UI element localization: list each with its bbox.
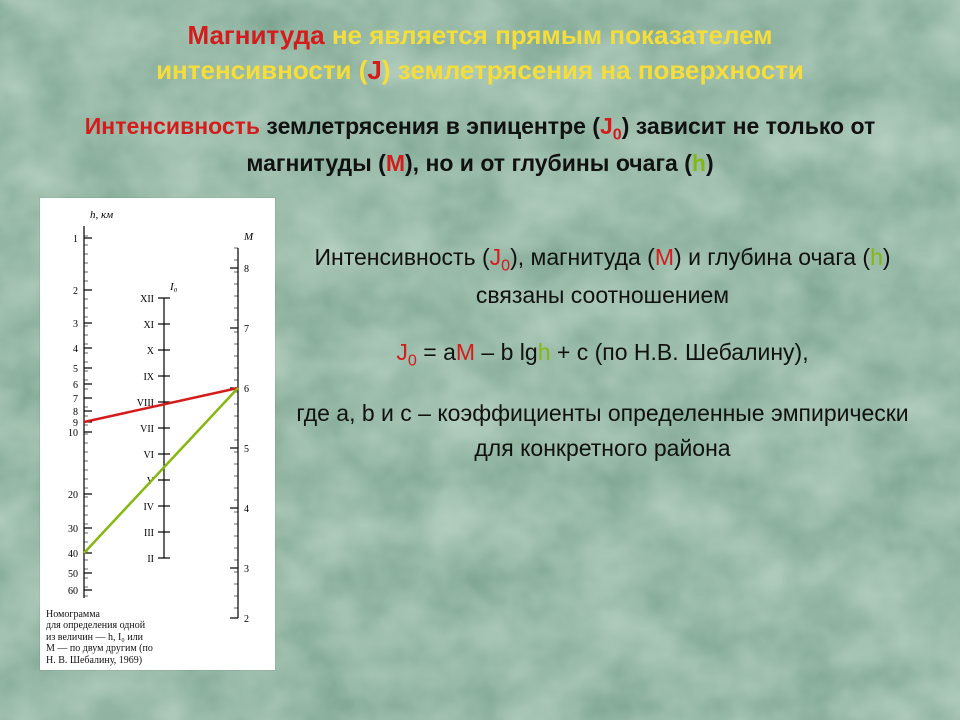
p1a: Интенсивность ( bbox=[314, 244, 489, 270]
svg-text:I₀: I₀ bbox=[169, 281, 178, 293]
svg-text:6: 6 bbox=[244, 384, 249, 395]
sub-M: M bbox=[386, 150, 405, 176]
svg-text:6: 6 bbox=[73, 380, 78, 391]
svg-text:VII: VII bbox=[140, 424, 154, 435]
svg-text:20: 20 bbox=[68, 490, 78, 501]
p1-M: M bbox=[655, 244, 674, 270]
svg-text:5: 5 bbox=[73, 364, 78, 375]
svg-text:IX: IX bbox=[143, 372, 154, 383]
svg-text:M: M bbox=[243, 231, 254, 243]
svg-text:II: II bbox=[147, 554, 154, 565]
coeff-para: где a, b и c – коэффициенты определенные… bbox=[285, 396, 920, 465]
slide: Магнитуда не является прямым показателем… bbox=[0, 0, 960, 720]
svg-text:3: 3 bbox=[244, 564, 249, 575]
slide-title: Магнитуда не является прямым показателем… bbox=[40, 18, 920, 88]
title-text-1: не является прямым показателем bbox=[325, 20, 773, 50]
svg-text:5: 5 bbox=[244, 444, 249, 455]
svg-text:VI: VI bbox=[143, 450, 154, 461]
sub-depth-a: глубины очага ( bbox=[511, 150, 691, 176]
svg-text:60: 60 bbox=[68, 586, 78, 597]
p1b: ), магнитуда ( bbox=[510, 244, 655, 270]
svg-text:7: 7 bbox=[244, 324, 249, 335]
p1-J0: J0 bbox=[490, 244, 510, 270]
f-h: h bbox=[538, 339, 551, 365]
svg-text:XII: XII bbox=[140, 294, 154, 305]
svg-text:2: 2 bbox=[73, 286, 78, 297]
slide-subtitle: Интенсивность землетрясения в эпицентре … bbox=[40, 110, 920, 180]
svg-text:4: 4 bbox=[73, 344, 78, 355]
svg-text:4: 4 bbox=[244, 504, 249, 515]
svg-text:10: 10 bbox=[68, 428, 78, 439]
relation-para: Интенсивность (J0), магнитуда (M) и глуб… bbox=[285, 240, 920, 312]
svg-text:7: 7 bbox=[73, 394, 78, 405]
svg-text:1: 1 bbox=[73, 234, 78, 245]
title-word-magnitude: Магнитуда bbox=[187, 20, 324, 50]
svg-text:8: 8 bbox=[73, 407, 78, 418]
f-M: M bbox=[456, 339, 475, 365]
f-mid: – b lg bbox=[475, 339, 538, 365]
sub-dep2: ), но и от bbox=[405, 150, 511, 176]
formula: J0 = aM – b lgh + c (по Н.В. Шебалину), bbox=[285, 339, 920, 371]
title-J: J bbox=[367, 55, 381, 85]
body-text: Интенсивность (J0), магнитуда (M) и глуб… bbox=[285, 198, 920, 465]
svg-text:40: 40 bbox=[68, 549, 78, 560]
svg-text:3: 3 bbox=[73, 319, 78, 330]
svg-text:IV: IV bbox=[143, 502, 154, 513]
f-J0: J0 bbox=[396, 339, 416, 365]
title-text-2b: ) землетрясения на поверхности bbox=[382, 55, 804, 85]
sub-h: h bbox=[692, 150, 706, 176]
svg-text:III: III bbox=[144, 528, 154, 539]
f-tail: + c (по Н.В. Шебалину), bbox=[551, 339, 809, 365]
p1c: ) и глубина очага ( bbox=[674, 244, 870, 270]
svg-text:30: 30 bbox=[68, 524, 78, 535]
sub-t1: землетрясения в эпицентре ( bbox=[260, 113, 600, 139]
sub-J0: J0 bbox=[600, 113, 622, 139]
sub-t2: ) bbox=[622, 113, 636, 139]
sub-depth-b: ) bbox=[706, 150, 714, 176]
svg-text:XI: XI bbox=[143, 320, 154, 331]
svg-text:h, км: h, км bbox=[90, 209, 113, 221]
nomogram-caption: Номограмма для определения одной из вели… bbox=[46, 609, 269, 667]
sub-intensity: Интенсивность bbox=[85, 113, 260, 139]
p1-h: h bbox=[870, 244, 883, 270]
f-eq: = a bbox=[417, 339, 456, 365]
svg-text:50: 50 bbox=[68, 569, 78, 580]
nomogram-svg: h, км123456789102030405060I₀XIIXIXIXVIII… bbox=[40, 198, 275, 670]
nomogram: h, км123456789102030405060I₀XIIXIXIXVIII… bbox=[40, 198, 275, 670]
svg-text:8: 8 bbox=[244, 264, 249, 275]
title-text-2a: интенсивности ( bbox=[156, 55, 367, 85]
svg-text:X: X bbox=[147, 346, 155, 357]
